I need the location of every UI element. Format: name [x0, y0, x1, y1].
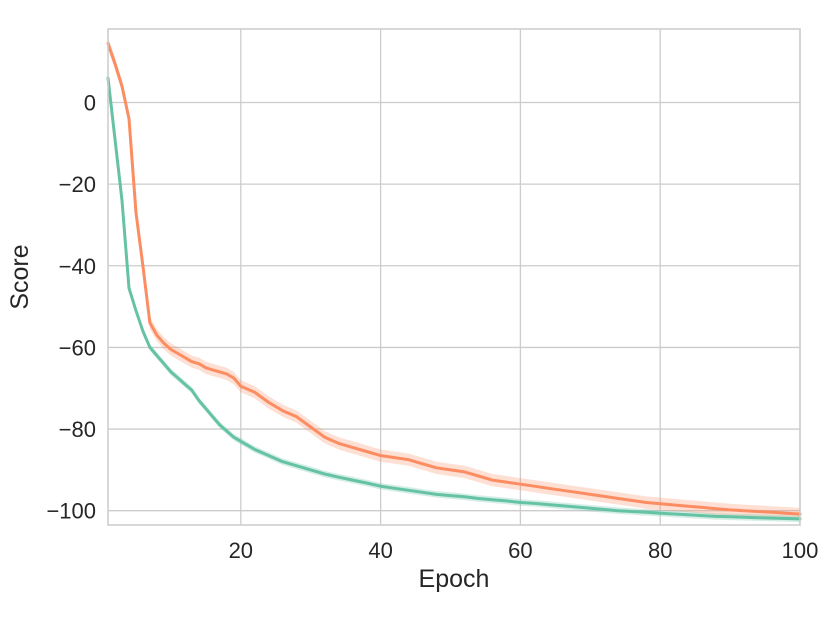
series-2-line [106, 76, 802, 521]
y-tick-label: −100 [46, 499, 96, 524]
x-tick-label: 60 [508, 538, 532, 563]
y-tick-label: −40 [59, 254, 96, 279]
confidence-bands [108, 37, 800, 523]
series-1-line [106, 41, 802, 516]
y-tick-label: −20 [59, 172, 96, 197]
x-tick-label: 80 [648, 538, 672, 563]
grid [108, 29, 801, 525]
x-axis-label: Epoch [419, 565, 490, 593]
y-tick-label: 0 [84, 90, 96, 115]
y-axis-label: Score [6, 244, 34, 309]
series-lines [106, 41, 802, 521]
y-tick-label: −60 [59, 335, 96, 360]
x-tick-label: 40 [368, 538, 392, 563]
x-tick-label: 20 [229, 538, 253, 563]
y-tick-label: −80 [59, 417, 96, 442]
tick-labels: 20 40 60 80 100 0 −20 −40 −60 −80 −100 [46, 90, 818, 563]
x-tick-label: 100 [782, 538, 819, 563]
series-2-band [108, 74, 800, 523]
series-1-band [108, 37, 800, 521]
plot-frame [107, 28, 801, 526]
